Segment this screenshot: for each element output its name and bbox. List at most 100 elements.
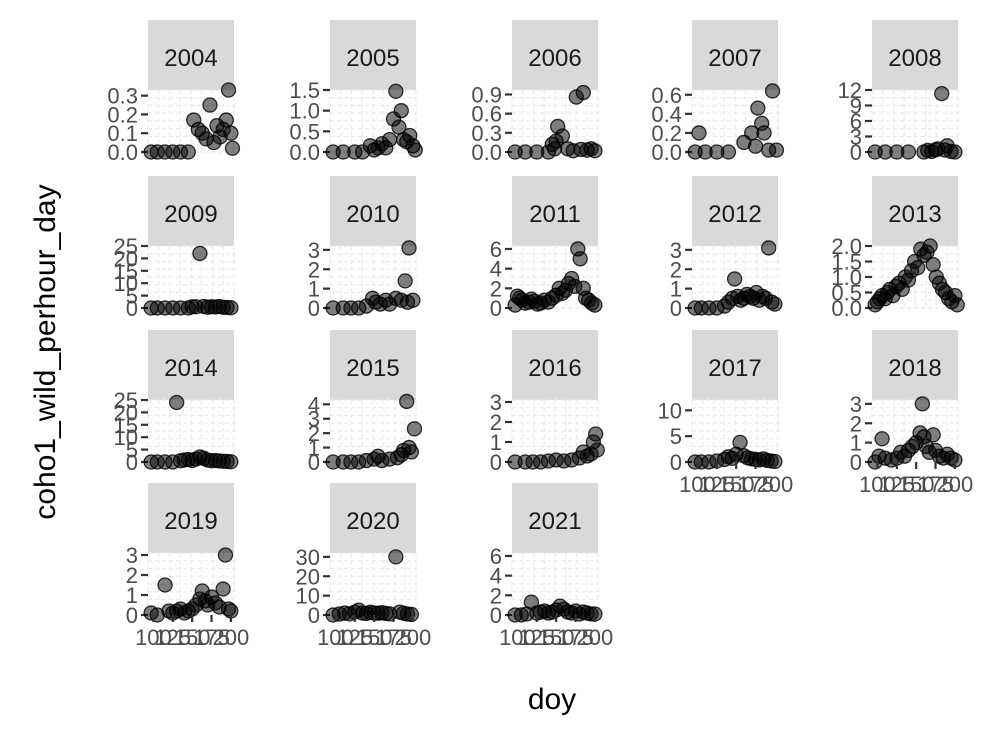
- facet-strip-label: 2015: [346, 355, 399, 382]
- y-tick-label: 10: [296, 584, 320, 609]
- data-point: [180, 144, 196, 160]
- y-tick-label: 10: [658, 398, 682, 423]
- y-tick-label: 0: [490, 603, 502, 628]
- y-tick-label: 1.0: [831, 265, 862, 290]
- data-point: [922, 238, 938, 254]
- y-tick-label: 0.2: [651, 121, 682, 146]
- x-tick-label: 175: [375, 625, 412, 650]
- y-tick-label: 20: [114, 246, 138, 271]
- facet-panel-2006: 2006 0.00.30.60.9: [471, 20, 603, 165]
- data-point: [401, 240, 417, 256]
- y-tick-label: 5: [126, 284, 138, 309]
- y-tick-label: 2: [126, 563, 138, 588]
- y-tick-label: 10: [114, 271, 138, 296]
- facet-strip: [512, 20, 598, 90]
- facet-strip: [330, 330, 416, 400]
- data-point: [224, 140, 241, 156]
- facet-strip-label: 2012: [708, 201, 761, 228]
- facet-strip: [692, 176, 778, 246]
- data-point: [217, 547, 234, 563]
- data-point: [874, 431, 890, 447]
- data-point: [382, 131, 398, 148]
- y-tick-label: 0.5: [831, 281, 862, 306]
- data-point: [587, 143, 603, 159]
- y-tick-label: 2: [850, 411, 862, 436]
- facet-strip-label: 2005: [346, 45, 399, 72]
- x-tick-label: 100: [317, 625, 354, 650]
- y-tick-label: 5: [126, 438, 138, 463]
- y-tick-label: 0: [490, 450, 502, 475]
- x-tick-label: 150: [174, 625, 211, 650]
- data-point: [764, 83, 781, 99]
- facet-strip: [148, 483, 234, 553]
- y-tick-label: 3: [308, 238, 320, 263]
- y-tick-label: 4: [308, 392, 320, 417]
- y-tick-label: 0: [850, 140, 862, 165]
- data-point: [223, 125, 239, 141]
- facet-strip-label: 2009: [164, 201, 217, 228]
- y-tick-label: 1: [670, 277, 682, 302]
- data-point: [406, 421, 423, 437]
- y-tick-label: 4: [490, 564, 502, 589]
- x-tick-label: 125: [336, 625, 373, 650]
- facet-strip: [330, 20, 416, 90]
- y-tick-label: 5: [670, 424, 682, 449]
- facet-panel-2005: 2005 0.00.51.01.5: [289, 20, 423, 165]
- y-tick-label: 1.0: [289, 99, 320, 124]
- data-point: [587, 297, 603, 313]
- data-point: [750, 100, 766, 116]
- y-tick-label: 0.5: [289, 119, 320, 144]
- y-tick-label: 2.0: [831, 234, 862, 259]
- x-tick-label: 200: [395, 625, 432, 650]
- facet-panel-2013: 2013 0.00.51.01.52.0: [831, 176, 965, 321]
- y-tick-label: 9: [850, 94, 862, 119]
- data-point: [393, 103, 409, 119]
- y-tick-label: 1.5: [289, 78, 320, 103]
- data-point: [575, 84, 591, 101]
- data-point: [202, 97, 218, 113]
- x-tick-label: 200: [937, 472, 974, 497]
- facet-strip-label: 2019: [164, 508, 217, 535]
- y-tick-label: 2: [308, 257, 320, 282]
- data-point: [220, 82, 237, 98]
- y-tick-label: 2: [490, 583, 502, 608]
- data-point: [761, 240, 777, 256]
- y-tick-label: 0: [490, 296, 502, 321]
- data-point: [720, 144, 737, 160]
- y-tick-label: 3: [126, 543, 138, 568]
- y-tick-label: 0: [670, 296, 682, 321]
- data-point: [403, 444, 420, 460]
- y-tick-label: 2: [670, 257, 682, 282]
- y-tick-label: 3: [308, 407, 320, 432]
- data-point: [934, 85, 950, 102]
- data-point: [767, 296, 783, 312]
- y-tick-label: 1: [490, 430, 502, 455]
- y-tick-label: 25: [114, 388, 138, 413]
- y-tick-label: 2: [490, 410, 502, 435]
- y-tick-label: 0.0: [651, 140, 682, 165]
- facet-strip: [872, 176, 958, 246]
- data-point: [925, 256, 941, 273]
- x-tick-label: 125: [154, 625, 191, 650]
- x-tick-label: 175: [557, 625, 594, 650]
- y-tick-label: 0: [308, 450, 320, 475]
- facet-strip: [512, 483, 598, 553]
- x-tick-label: 150: [538, 625, 575, 650]
- facet-strip-label: 2010: [346, 201, 399, 228]
- y-tick-label: 0.0: [471, 140, 502, 165]
- y-tick-label: 0: [308, 296, 320, 321]
- data-point: [407, 142, 423, 158]
- facet-strip: [148, 176, 234, 246]
- data-point: [768, 142, 785, 158]
- y-tick-label: 0: [308, 603, 320, 628]
- y-tick-label: 15: [114, 259, 138, 284]
- facet-strip: [330, 176, 416, 246]
- y-tick-label: 0.9: [471, 82, 502, 107]
- y-tick-label: 0: [850, 450, 862, 475]
- y-tick-label: 0: [126, 296, 138, 321]
